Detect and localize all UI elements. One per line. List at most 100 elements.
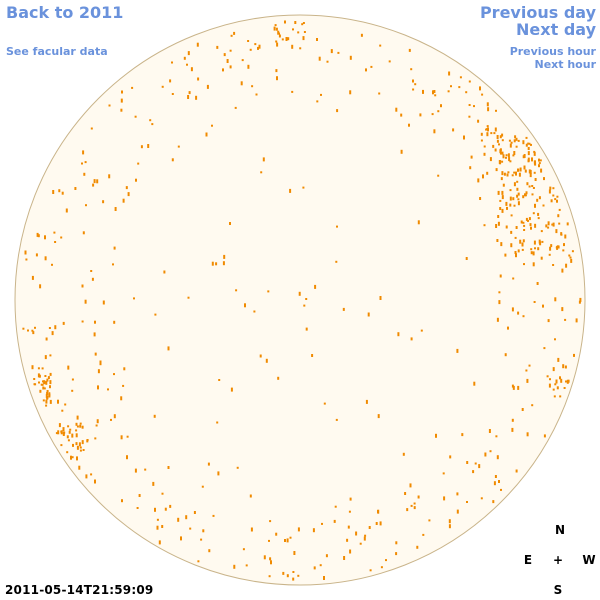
network-feature-mark xyxy=(222,68,224,72)
network-feature-mark xyxy=(93,332,96,337)
network-feature-mark xyxy=(222,261,225,266)
network-feature-mark xyxy=(27,329,29,332)
network-feature-mark xyxy=(90,473,93,476)
network-feature-mark xyxy=(226,59,229,63)
network-feature-mark xyxy=(48,392,51,397)
network-feature-mark xyxy=(71,433,74,438)
network-feature-mark xyxy=(242,548,245,551)
network-feature-mark xyxy=(543,177,545,181)
network-feature-mark xyxy=(516,187,519,191)
network-feature-mark xyxy=(489,157,492,162)
network-feature-mark xyxy=(79,422,82,425)
network-feature-mark xyxy=(525,217,528,221)
network-feature-mark xyxy=(268,539,270,542)
see-facular-data-link[interactable]: See facular data xyxy=(6,45,108,58)
network-feature-mark xyxy=(302,36,305,41)
network-feature-mark xyxy=(368,526,371,529)
network-feature-mark xyxy=(545,224,548,228)
network-feature-mark xyxy=(548,253,551,256)
network-feature-mark xyxy=(153,414,156,418)
network-feature-mark xyxy=(495,168,498,172)
network-feature-mark xyxy=(524,193,526,197)
network-feature-mark xyxy=(550,199,553,203)
back-to-year-link[interactable]: Back to 2011 xyxy=(6,3,124,22)
network-feature-mark xyxy=(49,385,51,389)
network-feature-mark xyxy=(413,506,416,510)
network-feature-mark xyxy=(247,40,250,42)
network-feature-mark xyxy=(466,461,469,464)
network-feature-mark xyxy=(508,157,511,162)
network-feature-mark xyxy=(334,505,337,508)
network-feature-mark xyxy=(76,456,78,461)
network-feature-mark xyxy=(81,425,84,429)
network-feature-mark xyxy=(483,224,486,227)
network-feature-mark xyxy=(72,443,74,447)
network-feature-mark xyxy=(90,127,93,130)
network-feature-mark xyxy=(385,559,387,562)
network-feature-mark xyxy=(562,249,565,252)
next-hour-link[interactable]: Next hour xyxy=(534,58,597,71)
network-feature-mark xyxy=(400,149,403,154)
network-feature-mark xyxy=(513,151,516,155)
network-feature-mark xyxy=(559,395,562,398)
network-feature-mark xyxy=(509,189,512,192)
network-feature-mark xyxy=(518,172,521,177)
network-feature-mark xyxy=(137,162,140,165)
network-feature-mark xyxy=(477,119,480,123)
network-feature-mark xyxy=(479,197,482,200)
network-feature-mark xyxy=(523,224,526,227)
network-feature-mark xyxy=(509,196,512,201)
network-feature-mark xyxy=(516,194,519,198)
next-day-link[interactable]: Next day xyxy=(516,20,596,39)
network-feature-mark xyxy=(149,119,152,122)
network-feature-mark xyxy=(395,541,398,545)
network-feature-mark xyxy=(496,455,499,460)
network-feature-mark xyxy=(270,560,272,565)
network-feature-mark xyxy=(302,186,305,189)
network-feature-mark xyxy=(529,223,532,227)
previous-hour-link[interactable]: Previous hour xyxy=(509,45,596,58)
network-feature-mark xyxy=(45,380,48,385)
network-feature-mark xyxy=(395,107,398,112)
network-feature-mark xyxy=(43,387,46,390)
network-feature-mark xyxy=(190,67,193,72)
network-feature-mark xyxy=(546,375,549,378)
previous-day-link[interactable]: Previous day xyxy=(479,3,596,22)
network-feature-mark xyxy=(554,383,557,386)
network-feature-mark xyxy=(81,320,84,323)
network-feature-mark xyxy=(550,244,553,248)
network-feature-mark xyxy=(297,527,300,532)
network-feature-mark xyxy=(560,232,563,236)
network-feature-mark xyxy=(183,56,186,60)
network-feature-mark xyxy=(523,165,526,170)
network-feature-mark xyxy=(44,381,47,384)
network-feature-mark xyxy=(422,89,424,94)
network-feature-mark xyxy=(534,178,537,181)
network-feature-mark xyxy=(229,65,232,69)
network-feature-mark xyxy=(75,442,78,446)
network-feature-mark xyxy=(229,222,231,225)
network-feature-mark xyxy=(188,91,191,95)
network-feature-mark xyxy=(465,257,468,260)
network-feature-mark xyxy=(442,472,445,475)
network-feature-mark xyxy=(538,158,540,162)
network-feature-mark xyxy=(501,195,504,200)
network-feature-mark xyxy=(81,162,83,165)
network-feature-mark xyxy=(193,511,196,514)
network-feature-mark xyxy=(563,243,565,247)
network-feature-mark xyxy=(496,317,499,322)
network-feature-mark xyxy=(493,132,496,135)
network-feature-mark xyxy=(33,378,36,380)
network-feature-mark xyxy=(138,494,141,497)
network-feature-mark xyxy=(437,110,440,113)
network-feature-mark xyxy=(292,577,295,581)
network-feature-mark xyxy=(125,186,128,190)
network-feature-mark xyxy=(364,534,367,537)
network-feature-mark xyxy=(558,208,561,211)
network-feature-mark xyxy=(187,95,190,99)
network-feature-mark xyxy=(404,492,407,495)
network-feature-mark xyxy=(97,369,100,374)
network-feature-mark xyxy=(413,502,416,505)
network-feature-mark xyxy=(465,91,468,94)
network-feature-mark xyxy=(499,135,502,139)
